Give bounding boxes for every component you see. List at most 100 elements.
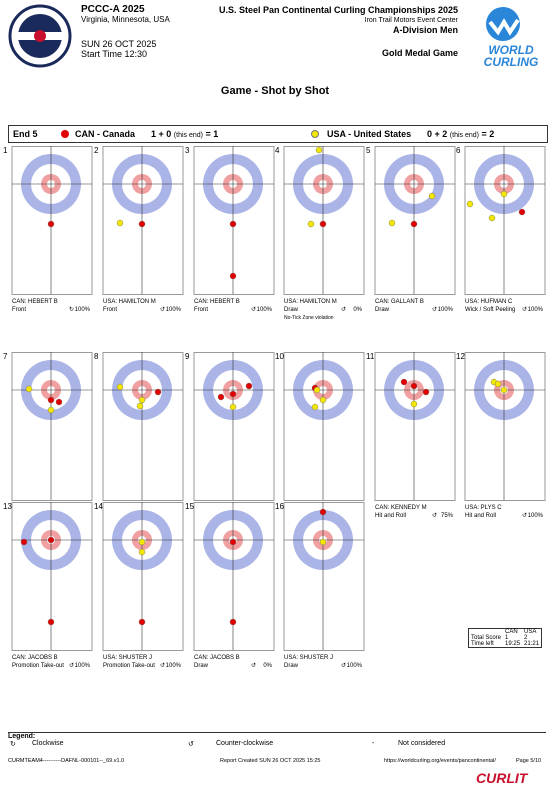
total-score-label: Total Score bbox=[471, 635, 502, 641]
shot-percent: 100% bbox=[165, 307, 181, 313]
shot-sheet: 10USA: PLYS CDouble Take-out↺50% bbox=[275, 352, 365, 519]
stone bbox=[47, 536, 55, 544]
shot-player: USA: PLYS C bbox=[465, 505, 502, 511]
shot-player: USA: HAMILTON M bbox=[103, 299, 156, 305]
shot-sheet: 1 CAN: HEBERT B Front ↻ 100% bbox=[3, 146, 93, 313]
shot-details: Draw ↺ 100% bbox=[375, 306, 459, 314]
stone bbox=[25, 385, 33, 393]
stone bbox=[229, 618, 237, 626]
shot-number: 13 bbox=[3, 502, 12, 511]
rotation-icon: ↺ bbox=[340, 307, 346, 313]
stone bbox=[47, 618, 55, 626]
shot-details: Wick / Soft Peeling ↺ 100% bbox=[465, 306, 549, 314]
stone bbox=[138, 538, 146, 546]
game-name: Gold Medal Game bbox=[381, 48, 458, 58]
shot-type: Front bbox=[103, 307, 118, 313]
stone bbox=[229, 538, 237, 546]
shot-player: CAN: HEBERT B bbox=[194, 299, 240, 305]
stone bbox=[138, 548, 146, 556]
footer-report-created: Report Created SUN 26 OCT 2025 15:25 bbox=[220, 758, 321, 764]
shot-number: 5 bbox=[366, 146, 371, 155]
team2-name: USA - United States bbox=[327, 129, 412, 139]
rotation-icon: ↺ bbox=[250, 663, 256, 669]
stone bbox=[47, 220, 55, 228]
shot-percent: 0% bbox=[353, 307, 362, 313]
stone bbox=[47, 406, 55, 414]
stone bbox=[428, 192, 436, 200]
shot-number: 6 bbox=[456, 146, 461, 155]
shot-player: USA: SHUSTER J bbox=[284, 655, 334, 661]
shot-sheet: 5 CAN: GALLANT B Draw ↺ 100% bbox=[366, 146, 456, 313]
footer-url[interactable]: https://worldcurling.org/events/panconti… bbox=[384, 758, 496, 764]
time-left-usa: 21:21 bbox=[524, 641, 540, 647]
shot-player: CAN: GALLANT B bbox=[375, 299, 424, 305]
stone bbox=[138, 618, 146, 626]
shot-sheet: 12 USA: PLYS C Hit and Roll ↺ 100% bbox=[456, 352, 546, 519]
shot-sheet: 11 CAN: KENNEDY M Hit and Roll ↺ 75% bbox=[366, 352, 456, 519]
shot-number: 14 bbox=[94, 502, 103, 511]
team1-score: 1 + 0 bbox=[151, 129, 172, 139]
shot-percent: 100% bbox=[437, 307, 453, 313]
shot-type: Draw bbox=[284, 663, 299, 669]
shot-type: Promotion Take-out bbox=[12, 663, 64, 669]
shot-percent: 75% bbox=[440, 513, 453, 519]
team1-name: CAN - Canada bbox=[75, 129, 136, 139]
stone bbox=[136, 402, 144, 410]
usa-stone-icon bbox=[311, 130, 319, 138]
stone bbox=[229, 390, 237, 398]
stone bbox=[410, 382, 418, 390]
shot-number: 4 bbox=[275, 146, 280, 155]
shot-sheet: 8USA: HUFMAN CDouble Take-out↺100% bbox=[94, 352, 184, 519]
legend-not-considered: Not considered bbox=[398, 740, 446, 747]
score-team-usa: USA bbox=[524, 629, 537, 635]
shot-note: No-Tick Zone violation bbox=[284, 315, 334, 321]
shot-number: 3 bbox=[185, 146, 190, 155]
shot-details: Front ↻ 100% bbox=[12, 306, 96, 314]
shot-type: Hit and Roll bbox=[465, 513, 497, 519]
event-code: PCCC-A 2025 bbox=[81, 4, 145, 15]
stone bbox=[422, 388, 430, 396]
shot-type: Draw bbox=[194, 663, 209, 669]
total-score-can: 1 bbox=[505, 635, 509, 641]
shot-details: Draw ↺ 0% bbox=[284, 306, 368, 314]
score-box: CAN USA Total Score 1 2 Time left 19:25 21:21 bbox=[468, 628, 543, 648]
shot-caption: CAN: GALLANT B Draw ↺ 100% bbox=[375, 298, 459, 314]
header-left: PCCC-A 2025 Virginia, Minnesota, USA SUN… bbox=[81, 4, 170, 60]
shot-player: CAN: JACOBS B bbox=[12, 655, 58, 661]
curlit-logo: CURLIT bbox=[476, 770, 528, 786]
stone bbox=[245, 382, 253, 390]
stone bbox=[319, 508, 327, 516]
stone bbox=[229, 272, 237, 280]
shot-number: 10 bbox=[275, 352, 284, 361]
legend-title: Legend: bbox=[8, 733, 36, 740]
shot-number: 12 bbox=[456, 352, 465, 361]
shot-sheet: 16 USA: SHUSTER J Draw ↺ 100% bbox=[275, 502, 365, 669]
stone bbox=[388, 219, 396, 227]
shot-type: Wick / Soft Peeling bbox=[465, 307, 516, 313]
stone bbox=[500, 386, 508, 394]
shot-percent: 100% bbox=[527, 307, 543, 313]
end-label: End 5 bbox=[13, 129, 38, 139]
stone bbox=[55, 398, 63, 406]
shot-percent: 0% bbox=[263, 663, 272, 669]
event-logo bbox=[8, 4, 72, 68]
page-title: Game - Shot by Shot bbox=[220, 85, 330, 97]
world-curling-logo-text: WORLD CURLING bbox=[483, 43, 539, 69]
stone bbox=[311, 403, 319, 411]
shot-sheet: 13 CAN: JACOBS B Promotion Take-out ↺ 100% bbox=[3, 502, 93, 669]
stone bbox=[410, 220, 418, 228]
shot-number: 7 bbox=[3, 352, 8, 361]
team2-this-end: (this end) bbox=[449, 132, 479, 139]
stone bbox=[319, 396, 327, 404]
shot-details: Draw ↺ 100% bbox=[284, 662, 368, 670]
stone bbox=[410, 400, 418, 408]
shot-caption: CAN: HEBERT B Front ↺ 100% bbox=[194, 298, 278, 314]
can-stone-icon bbox=[61, 130, 69, 138]
stone bbox=[138, 396, 146, 404]
stone bbox=[319, 538, 327, 546]
stone bbox=[315, 146, 323, 154]
shot-percent: 100% bbox=[346, 663, 362, 669]
stone bbox=[229, 403, 237, 411]
end-summary-bar: End 5 CAN - Canada 1 + 0 (this end) = 1 … bbox=[8, 125, 548, 143]
